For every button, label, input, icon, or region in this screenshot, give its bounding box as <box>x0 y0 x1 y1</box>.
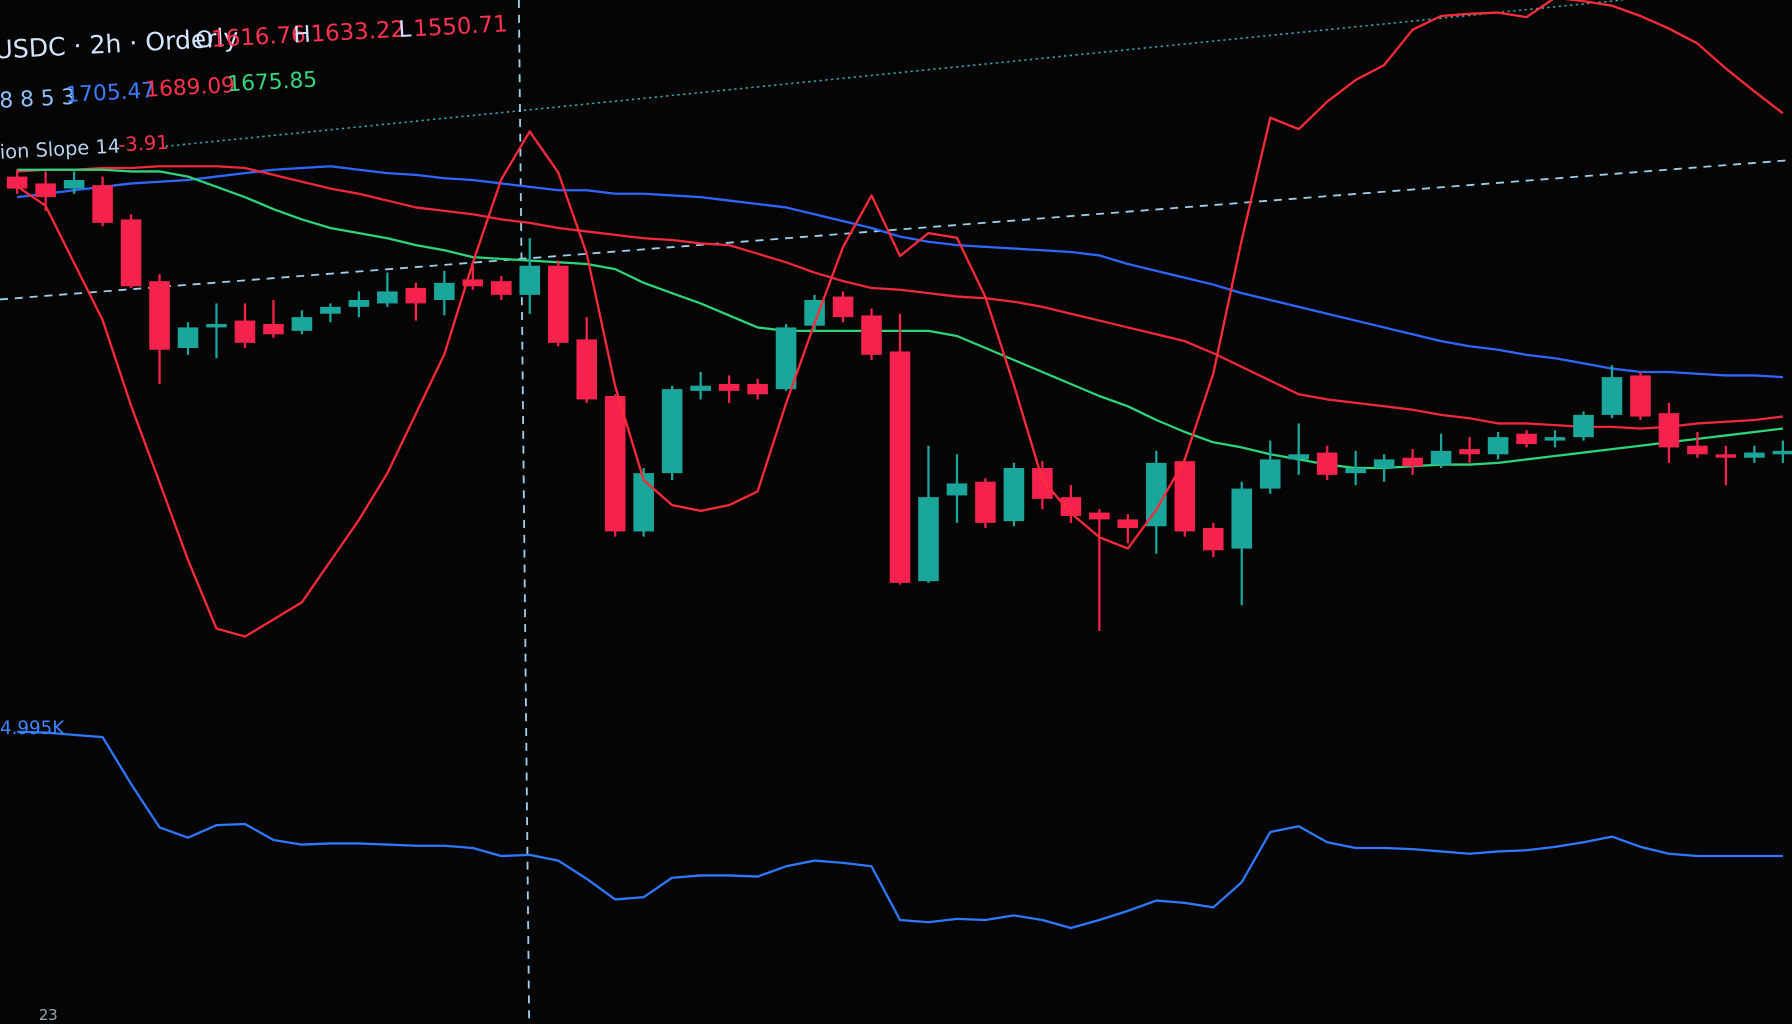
candle-body <box>1516 433 1537 444</box>
line <box>16 0 1784 638</box>
trend-line <box>165 0 1623 148</box>
ma-value: 1689.09 <box>145 73 236 103</box>
candle-body <box>320 306 341 314</box>
open-label: O <box>195 27 214 54</box>
low-label: L <box>398 16 412 43</box>
line <box>17 165 1783 430</box>
candle-body <box>775 327 797 390</box>
candle-body <box>491 281 512 295</box>
candle-body <box>1117 519 1139 528</box>
candle-body <box>1003 468 1025 522</box>
candle-body <box>1032 468 1053 499</box>
candle-body <box>747 384 768 395</box>
high-label: H <box>293 22 312 49</box>
candle-body <box>1202 528 1224 551</box>
candle-body <box>1345 468 1366 474</box>
candle-body <box>1601 377 1623 415</box>
candle-body <box>206 324 227 328</box>
candle-body <box>889 351 911 583</box>
candle-body <box>377 291 398 304</box>
ma-value: 1675.85 <box>227 68 318 98</box>
candle-body <box>1316 452 1338 475</box>
ma-label: 8 8 5 3 <box>0 85 76 114</box>
slope-value: -3.91 <box>118 131 169 157</box>
candle-body <box>861 315 882 355</box>
ma-value: 1705.47 <box>65 78 156 108</box>
candle-body <box>63 180 85 189</box>
high-value: 1633.22 <box>310 17 406 48</box>
candle-body <box>633 473 654 532</box>
line <box>17 165 1783 379</box>
candle-body <box>718 384 740 391</box>
candle-body <box>1373 459 1395 468</box>
candle-body <box>1544 437 1566 441</box>
candle-body <box>1288 454 1309 460</box>
candle-body <box>1174 461 1196 532</box>
candle-body <box>690 385 711 391</box>
candle-body <box>1658 413 1680 448</box>
volume-label: 4.995K <box>0 718 65 739</box>
candle-body <box>918 497 939 582</box>
candle-body <box>547 265 569 343</box>
candle-body <box>1630 375 1651 417</box>
candle-body <box>661 389 683 474</box>
candle-body <box>519 265 541 295</box>
candle-body <box>291 317 313 331</box>
candle-body <box>1772 450 1792 455</box>
candle-body <box>120 219 142 287</box>
marks <box>6 0 1792 930</box>
candle-body <box>92 185 113 223</box>
candle-body <box>6 176 28 189</box>
candle-body <box>1146 462 1167 527</box>
candle-body <box>1715 454 1737 458</box>
candle-body <box>348 300 370 307</box>
low-value: 1550.71 <box>413 11 509 42</box>
candle-body <box>177 327 199 348</box>
candle-body <box>1487 437 1509 455</box>
candle-body <box>576 339 598 400</box>
candle-body <box>1430 450 1452 465</box>
candle-body <box>35 183 56 198</box>
candle-body <box>1459 449 1480 455</box>
trend-line <box>0 159 1792 301</box>
candle-body <box>604 396 626 532</box>
candle-body <box>1231 488 1253 549</box>
candle-body <box>1687 445 1708 455</box>
candle-body <box>1573 414 1594 438</box>
candle-body <box>975 481 996 523</box>
time-label: 23 <box>39 1006 58 1024</box>
candle-body <box>946 483 968 496</box>
line <box>17 730 1783 930</box>
candle-body <box>832 296 854 318</box>
candle-body <box>1060 497 1082 516</box>
candle-body <box>234 320 256 343</box>
candle-body <box>1402 457 1423 467</box>
candle-body <box>462 279 484 287</box>
candle-body <box>149 281 170 350</box>
candle-body <box>434 282 455 300</box>
crosshair <box>517 0 531 1024</box>
candle-body <box>1089 512 1110 520</box>
candle-body <box>1744 452 1765 458</box>
candle-body <box>1259 459 1281 489</box>
candle-body <box>263 324 284 335</box>
open-value: 1616.76 <box>211 22 307 53</box>
candle-body <box>405 288 427 304</box>
